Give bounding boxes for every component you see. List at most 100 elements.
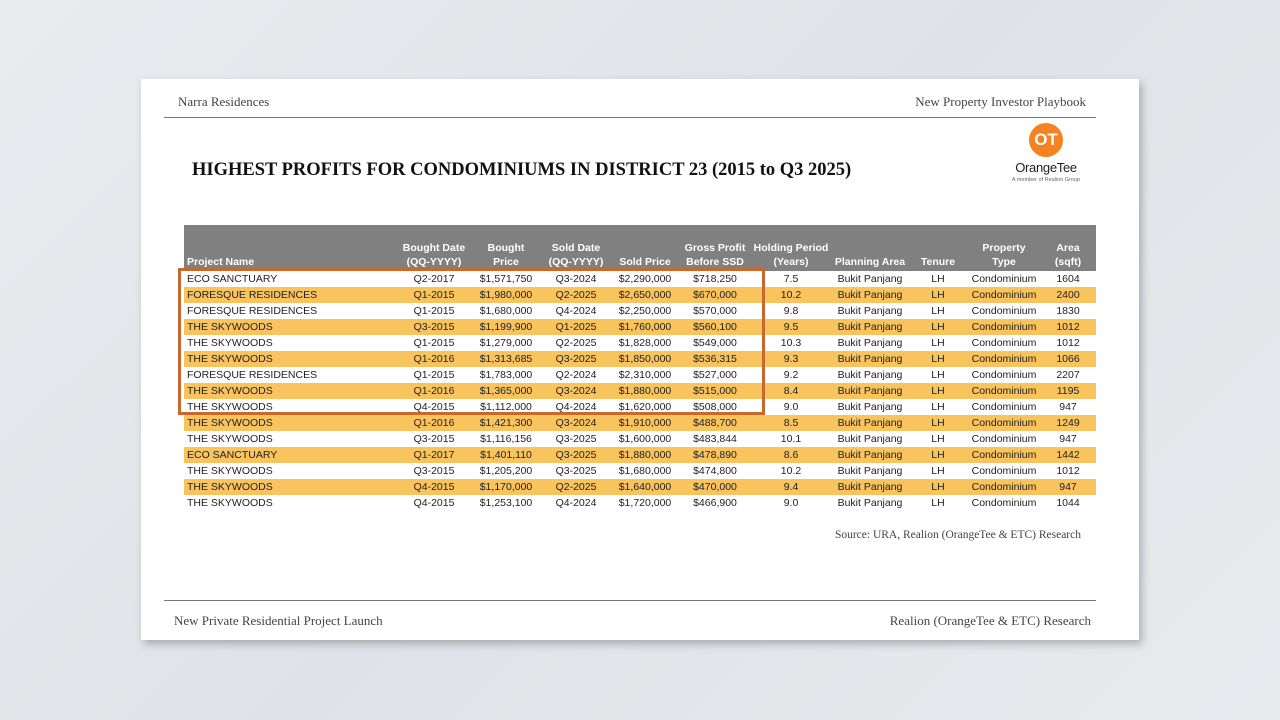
table-cell: $2,290,000	[618, 273, 672, 285]
table-cell: Condominium	[971, 337, 1037, 349]
header-divider	[164, 117, 1096, 118]
table-cell: Bukit Panjang	[832, 415, 908, 431]
table-row: THE SKYWOODS Q1-2016 $1,313,685 Q3-2025 $1,8…	[184, 351, 1096, 367]
table-cell: LH	[931, 465, 945, 477]
column-header-line: Project Name	[187, 256, 255, 268]
column-header: Bought Price	[470, 225, 542, 271]
table-cell: LH	[931, 401, 945, 413]
table-cell: $1,313,685	[470, 351, 542, 367]
table-cell: $1,880,000	[610, 447, 680, 463]
table-cell: Bukit Panjang	[832, 383, 908, 399]
table-cell: Condominium	[971, 401, 1037, 413]
column-header-line: Holding Period	[753, 242, 829, 254]
table-cell: Bukit Panjang	[837, 337, 903, 349]
table-cell: Condominium	[971, 465, 1037, 477]
table-cell: Bukit Panjang	[837, 401, 903, 413]
table-cell: 1249	[1040, 415, 1096, 431]
table-cell: LH	[931, 497, 945, 509]
table-cell: $1,850,000	[610, 351, 680, 367]
table-cell: 9.0	[783, 497, 799, 509]
table-cell: THE SKYWOODS	[184, 319, 398, 335]
table-cell: Q1-2016	[398, 415, 470, 431]
table-cell: Bukit Panjang	[832, 287, 908, 303]
column-header-line: Bought	[487, 242, 525, 254]
table-cell: $570,000	[693, 305, 737, 317]
table-row: FORESQUE RESIDENCES Q1-2015 $1,783,000 Q2-2…	[184, 367, 1096, 383]
table-cell: $1,112,000	[480, 401, 532, 413]
table-row: THE SKYWOODS Q1-2016 $1,365,000 Q3-2024 $1,8…	[184, 383, 1096, 399]
table-row: THE SKYWOODS Q4-2015 $1,112,000 Q4-2024 $1,6…	[184, 399, 1096, 415]
column-header: Tenure	[908, 225, 968, 271]
table-row: THE SKYWOODS Q3-2015 $1,199,900 Q1-2025 $1,7…	[184, 319, 1096, 335]
table-cell: LH	[908, 319, 968, 335]
column-header: Property Type	[968, 225, 1040, 271]
table-cell: Bukit Panjang	[832, 319, 908, 335]
table-cell: FORESQUE RESIDENCES	[184, 287, 398, 303]
column-header-line: Property Type	[982, 242, 1026, 268]
table-cell: 7.5	[783, 273, 799, 285]
table-cell: ECO SANCTUARY	[184, 447, 398, 463]
table-cell: 2400	[1040, 287, 1096, 303]
table-cell: Condominium	[968, 479, 1040, 495]
table-cell: 9.2	[783, 369, 799, 381]
column-header-line: Before SSD	[686, 256, 744, 268]
table-cell: $1,401,110	[470, 447, 542, 463]
table-cell: $2,310,000	[618, 369, 672, 381]
table-cell: Condominium	[968, 351, 1040, 367]
table-row: FORESQUE RESIDENCES Q1-2015 $1,980,000 Q2-2…	[184, 287, 1096, 303]
table-cell: 947	[1059, 433, 1077, 445]
table-cell: Condominium	[971, 369, 1037, 381]
table-cell: $1,199,900	[470, 319, 542, 335]
table-cell: Condominium	[971, 433, 1037, 445]
table-cell: FORESQUE RESIDENCES	[187, 369, 318, 381]
table-cell: $1,980,000	[470, 287, 542, 303]
table-cell: Q1-2015	[413, 369, 455, 381]
table-row: FORESQUE RESIDENCES Q1-2015 $1,680,000 Q4-2…	[184, 303, 1096, 319]
table-cell: 1604	[1056, 273, 1080, 285]
table-cell: Bukit Panjang	[832, 479, 908, 495]
table-cell: Condominium	[971, 305, 1037, 317]
table-cell: 947	[1059, 401, 1077, 413]
table-cell: Q2-2025	[542, 287, 610, 303]
column-header-line	[970, 227, 1038, 241]
table-cell: $1,253,100	[479, 497, 533, 509]
table-cell: $1,365,000	[470, 383, 542, 399]
table-cell: 947	[1040, 479, 1096, 495]
table-row: THE SKYWOODS Q1-2015 $1,279,000 Q2-2025 $1,8…	[184, 335, 1096, 351]
table-cell: LH	[908, 383, 968, 399]
table-cell: Condominium	[968, 415, 1040, 431]
table-cell: THE SKYWOODS	[187, 497, 273, 509]
logo-tagline: A member of Realion Group	[1011, 177, 1081, 183]
table-cell: 1442	[1040, 447, 1096, 463]
table-cell: $1,828,000	[618, 337, 672, 349]
column-header: Project Name	[184, 225, 398, 271]
table-cell: Q1-2015	[413, 305, 455, 317]
table-cell: Q4-2024	[555, 497, 597, 509]
column-header-line: Gross Profit	[684, 242, 746, 254]
column-header-line	[187, 241, 396, 255]
table-cell: THE SKYWOODS	[187, 337, 273, 349]
table-cell: THE SKYWOODS	[187, 433, 273, 445]
table-cell: 1195	[1040, 383, 1096, 399]
column-header-line: Price	[493, 256, 519, 268]
table-cell: 10.2	[750, 287, 832, 303]
highlight-box	[178, 268, 765, 415]
table-cell: $483,844	[693, 433, 737, 445]
table-cell: Q2-2025	[555, 337, 597, 349]
table-cell: $1,880,000	[610, 383, 680, 399]
table-cell: Bukit Panjang	[837, 305, 903, 317]
table-cell: Q3-2025	[555, 465, 597, 477]
table-cell: Q1-2015	[398, 287, 470, 303]
column-header: Gross Profit Before SSD	[680, 225, 750, 271]
table-cell: 9.4	[750, 479, 832, 495]
footer-divider	[164, 600, 1096, 601]
table-cell: THE SKYWOODS	[187, 401, 273, 413]
table-cell: 8.4	[750, 383, 832, 399]
table-cell: 1044	[1056, 497, 1080, 509]
table-cell: Q1-2025	[542, 319, 610, 335]
table-cell: $466,900	[693, 497, 737, 509]
table-cell: Q1-2015	[413, 337, 455, 349]
table-cell: Q4-2015	[413, 401, 455, 413]
table-cell: $1,116,156	[480, 433, 532, 445]
table-cell: $1,720,000	[618, 497, 672, 509]
